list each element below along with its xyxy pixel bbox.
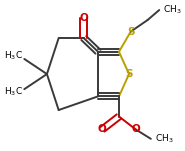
Text: CH$_3$: CH$_3$ [155, 133, 174, 145]
Text: S: S [125, 69, 133, 79]
Text: H$_3$C: H$_3$C [4, 50, 23, 62]
Text: O: O [79, 13, 88, 23]
Text: O: O [98, 124, 107, 134]
Text: O: O [131, 124, 140, 134]
Text: S: S [127, 27, 134, 37]
Text: H$_3$C: H$_3$C [4, 86, 23, 98]
Text: CH$_3$: CH$_3$ [163, 4, 182, 16]
